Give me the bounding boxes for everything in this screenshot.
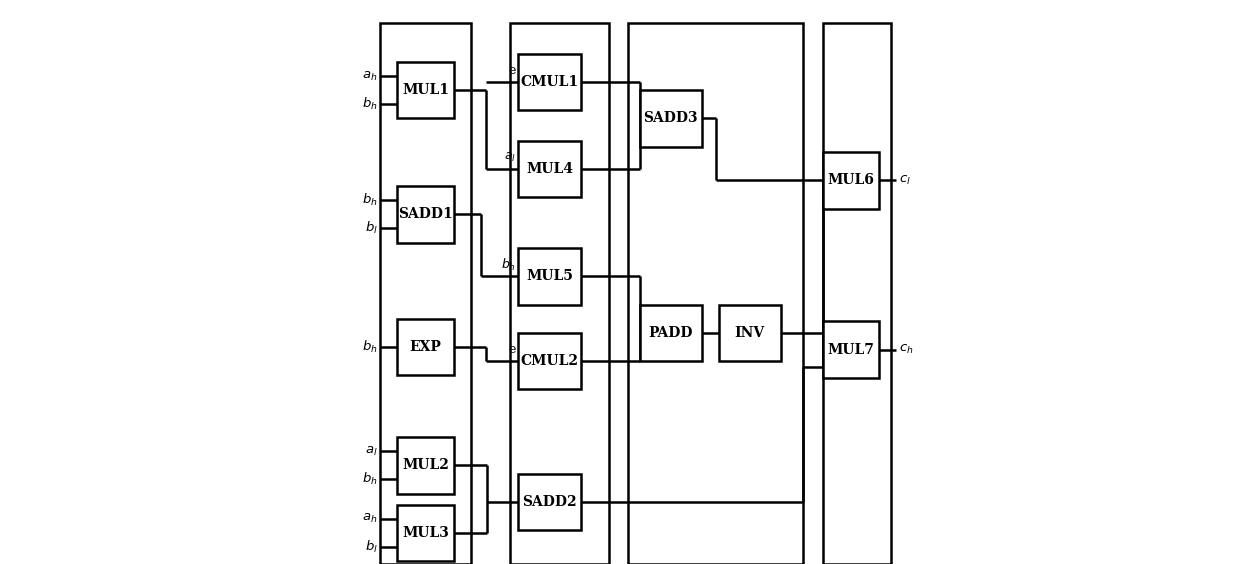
Text: CMUL1: CMUL1 (521, 75, 579, 89)
Bar (518, 474, 580, 530)
Text: SADD3: SADD3 (644, 112, 698, 125)
Bar (518, 333, 580, 389)
Text: e: e (508, 64, 516, 77)
Text: PADD: PADD (649, 326, 693, 340)
Text: $b_h$: $b_h$ (362, 339, 377, 355)
Text: INV: INV (734, 326, 765, 340)
Text: MUL1: MUL1 (402, 83, 449, 97)
Bar (823, 23, 890, 564)
Bar (381, 23, 470, 564)
Text: e: e (508, 343, 516, 356)
Bar (397, 319, 454, 375)
Text: $b_h$: $b_h$ (362, 472, 377, 487)
Text: $b_l$: $b_l$ (365, 221, 377, 236)
Text: MUL4: MUL4 (526, 162, 573, 176)
Bar (640, 90, 702, 147)
Text: SADD1: SADD1 (398, 208, 453, 221)
Bar (823, 152, 879, 209)
Text: MUL6: MUL6 (828, 174, 874, 187)
Text: $b_h$: $b_h$ (362, 192, 377, 208)
Bar (397, 505, 454, 561)
Bar (518, 54, 580, 110)
Bar (510, 23, 609, 564)
Text: MUL3: MUL3 (402, 526, 449, 540)
Text: $a_l$: $a_l$ (503, 151, 516, 165)
Text: $a_h$: $a_h$ (362, 69, 377, 83)
Text: MUL7: MUL7 (828, 343, 874, 356)
Text: EXP: EXP (409, 340, 441, 354)
Text: MUL5: MUL5 (526, 270, 573, 283)
Text: $a_h$: $a_h$ (362, 512, 377, 526)
Bar (397, 62, 454, 118)
Bar (397, 186, 454, 243)
Text: CMUL2: CMUL2 (521, 354, 579, 368)
Bar (629, 23, 804, 564)
Text: $a_l$: $a_l$ (365, 444, 377, 458)
Text: $c_l$: $c_l$ (899, 174, 911, 187)
Bar (397, 437, 454, 494)
Bar (640, 305, 702, 361)
Bar (518, 248, 580, 305)
Text: $b_h$: $b_h$ (362, 96, 377, 112)
Bar (518, 141, 580, 197)
Text: SADD2: SADD2 (522, 495, 577, 509)
Bar (719, 305, 781, 361)
Text: $c_h$: $c_h$ (899, 343, 914, 356)
Text: MUL2: MUL2 (402, 459, 449, 472)
Text: $b_l$: $b_l$ (365, 539, 377, 555)
Bar (823, 321, 879, 378)
Text: $b_h$: $b_h$ (501, 257, 516, 273)
